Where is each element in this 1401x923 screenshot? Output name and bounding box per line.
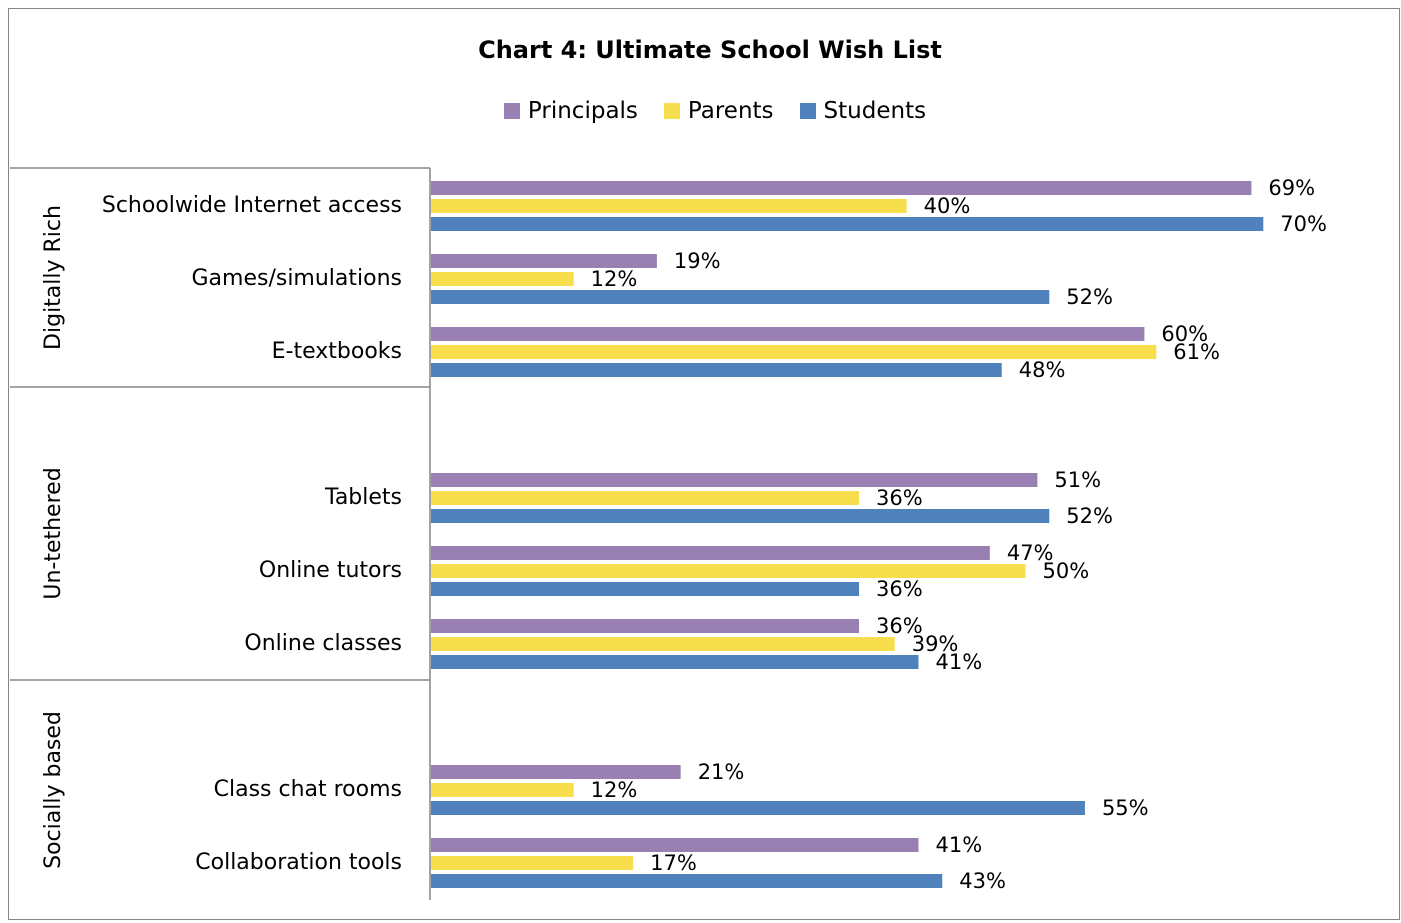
bar-principals xyxy=(431,327,1145,341)
bar-students xyxy=(431,290,1050,304)
data-label: 52% xyxy=(1066,285,1113,309)
data-label: 17% xyxy=(650,851,697,875)
legend-label: Parents xyxy=(687,98,774,124)
bar-principals xyxy=(431,473,1038,487)
data-label: 36% xyxy=(876,614,923,638)
data-label: 70% xyxy=(1280,212,1327,236)
category-label: Class chat rooms xyxy=(214,777,402,802)
bar-students xyxy=(431,801,1085,815)
data-label: 60% xyxy=(1161,322,1208,346)
data-label: 21% xyxy=(698,760,745,784)
bar-principals xyxy=(431,546,990,560)
legend-label: Principals xyxy=(527,98,638,124)
data-label: 12% xyxy=(591,778,638,802)
bar-parents xyxy=(431,564,1026,578)
data-label: 39% xyxy=(912,632,959,656)
bar-parents xyxy=(431,637,895,651)
category-label: Tablets xyxy=(324,485,402,510)
bar-students xyxy=(431,874,943,888)
bar-parents xyxy=(431,856,634,870)
category-label: Online classes xyxy=(244,631,402,656)
chart-legend: Principals Parents Students xyxy=(0,98,1401,124)
bar-parents xyxy=(431,345,1157,359)
category-label: Schoolwide Internet access xyxy=(102,193,402,218)
data-label: 41% xyxy=(935,650,982,674)
data-label: 43% xyxy=(959,869,1006,893)
category-label: Collaboration tools xyxy=(195,850,402,875)
legend-swatch xyxy=(799,103,816,119)
data-label: 36% xyxy=(876,486,923,510)
bar-principals xyxy=(431,619,860,633)
data-label: 69% xyxy=(1268,176,1315,200)
data-label: 12% xyxy=(591,267,638,291)
legend-swatch xyxy=(503,103,520,119)
bar-students xyxy=(431,217,1264,231)
group-label: Un-tethered xyxy=(41,467,66,599)
data-label: 52% xyxy=(1066,504,1113,528)
bar-students xyxy=(431,582,860,596)
bar-parents xyxy=(431,199,907,213)
bar-principals xyxy=(431,254,657,268)
bar-students xyxy=(431,655,919,669)
legend-item-students: Students xyxy=(799,98,927,124)
bar-students xyxy=(431,363,1002,377)
legend-label: Students xyxy=(823,98,927,124)
bar-principals xyxy=(431,838,919,852)
legend-item-principals: Principals xyxy=(503,98,638,124)
data-label: 40% xyxy=(924,194,971,218)
group-label: Digitally Rich xyxy=(41,205,66,350)
bar-principals xyxy=(431,181,1252,195)
data-label: 36% xyxy=(876,577,923,601)
data-label: 19% xyxy=(674,249,721,273)
category-label: Games/simulations xyxy=(191,266,402,291)
data-label: 47% xyxy=(1007,541,1054,565)
data-label: 50% xyxy=(1043,559,1090,583)
category-label: Online tutors xyxy=(259,558,402,583)
data-label: 51% xyxy=(1054,468,1101,492)
bar-parents xyxy=(431,491,860,505)
bar-students xyxy=(431,509,1050,523)
bar-parents xyxy=(431,272,574,286)
data-label: 55% xyxy=(1102,796,1149,820)
data-label: 61% xyxy=(1173,340,1220,364)
chart-title: Chart 4: Ultimate School Wish List xyxy=(478,36,942,64)
bar-parents xyxy=(431,783,574,797)
legend-swatch xyxy=(663,103,680,119)
data-label: 48% xyxy=(1019,358,1066,382)
category-label: E-textbooks xyxy=(272,339,402,364)
bar-principals xyxy=(431,765,681,779)
group-label: Socially based xyxy=(41,711,66,869)
data-label: 41% xyxy=(935,833,982,857)
legend-item-parents: Parents xyxy=(663,98,774,124)
chart-frame xyxy=(8,8,1400,920)
